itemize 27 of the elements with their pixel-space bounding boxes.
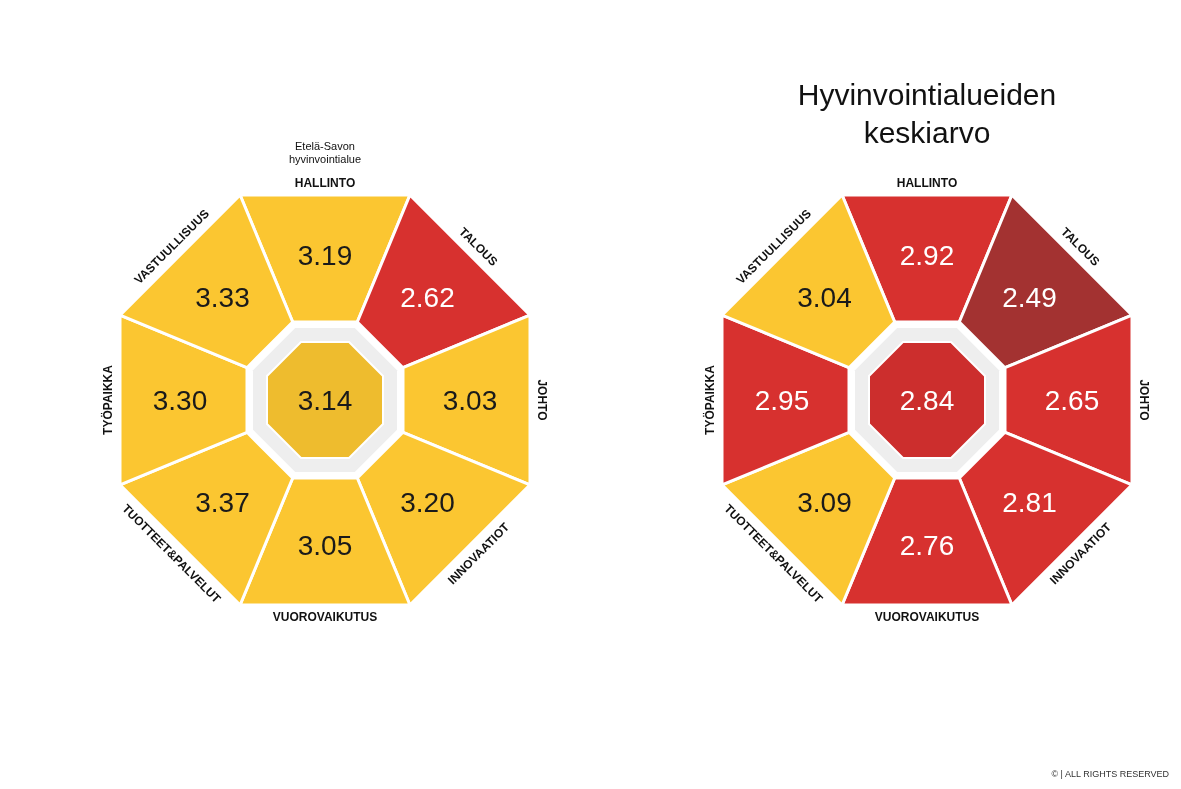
data-label: 3.33 bbox=[195, 282, 250, 314]
category-label: JOHTO bbox=[1136, 379, 1151, 421]
data-label: 3.05 bbox=[297, 529, 353, 561]
data-label: 3.04 bbox=[797, 282, 852, 314]
text: © | ALL RIGHTS RESERVED bbox=[1051, 769, 1170, 779]
data-label: 2.95 bbox=[754, 384, 810, 416]
data-label: 3.03 bbox=[442, 384, 498, 416]
data-label: 2.81 bbox=[1002, 487, 1057, 519]
category-label: HALLINTO bbox=[294, 176, 356, 191]
data-label: 3.19 bbox=[297, 239, 353, 271]
data-label: 2.49 bbox=[1002, 282, 1057, 314]
data-label: 2.62 bbox=[400, 282, 455, 314]
category-label: VUOROVAIKUTUS bbox=[272, 610, 378, 625]
data-label: 2.65 bbox=[1044, 384, 1100, 416]
category-label: HALLINTO bbox=[896, 176, 958, 191]
data-label: 3.20 bbox=[400, 487, 455, 519]
text: 2.84 bbox=[899, 384, 955, 416]
data-label: 3.30 bbox=[152, 384, 208, 416]
category-label: VUOROVAIKUTUS bbox=[874, 610, 980, 625]
text: Etelä-Savon hyvinvointialue bbox=[288, 140, 362, 166]
category-label: JOHTO bbox=[534, 379, 549, 421]
category-label: TYÖPAIKKA bbox=[702, 364, 718, 435]
category-label: TYÖPAIKKA bbox=[100, 364, 116, 435]
data-label: 2.92 bbox=[899, 239, 955, 271]
text: Hyvinvointialueiden keskiarvo bbox=[797, 78, 1057, 149]
text: 3.14 bbox=[297, 384, 353, 416]
data-label: 2.76 bbox=[899, 529, 955, 561]
